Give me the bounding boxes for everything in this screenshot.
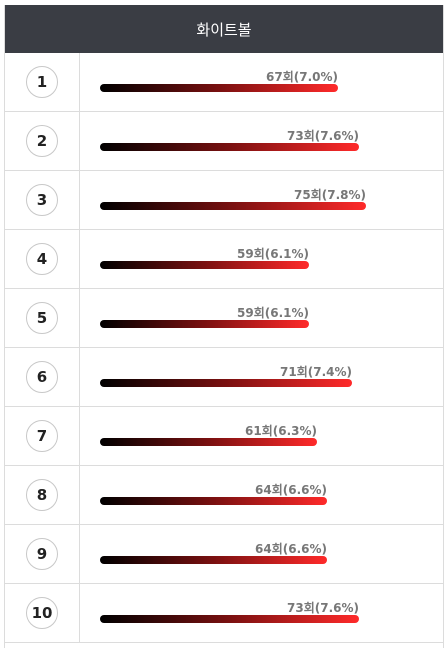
bar-cell: 71회(7.4%): [80, 348, 443, 406]
ball-number: 3: [26, 184, 58, 216]
ball-number-cell: 5: [5, 289, 80, 347]
frequency-bar: [100, 202, 366, 210]
bar-group: 64회(6.6%): [100, 525, 327, 583]
ball-number-cell: 3: [5, 171, 80, 229]
frequency-label: 61회(6.3%): [245, 424, 317, 438]
ball-number-cell: 9: [5, 525, 80, 583]
frequency-label: 73회(7.6%): [287, 601, 359, 615]
bar-group: 61회(6.3%): [100, 407, 317, 465]
header-title: 화이트볼: [196, 20, 252, 39]
bar-cell: 75회(7.8%): [80, 171, 443, 229]
table-row: 3 75회(7.8%): [5, 171, 443, 230]
bar-cell: 67회(7.0%): [80, 53, 443, 111]
frequency-bar: [100, 143, 359, 151]
bar-cell: 64회(6.6%): [80, 525, 443, 583]
ball-number-cell: 6: [5, 348, 80, 406]
ball-number: 2: [26, 125, 58, 157]
frequency-bar: [100, 556, 327, 564]
frequency-bar: [100, 438, 317, 446]
bar-cell: 73회(7.6%): [80, 584, 443, 642]
bar-cell: 61회(6.3%): [80, 407, 443, 465]
ball-number-cell: 7: [5, 407, 80, 465]
ball-number-cell: 4: [5, 230, 80, 288]
frequency-bar: [100, 84, 338, 92]
table-header: 화이트볼: [5, 5, 443, 53]
ball-number-cell: 8: [5, 466, 80, 524]
frequency-bar: [100, 320, 309, 328]
ball-number-cell: 10: [5, 584, 80, 642]
ball-number-cell: 1: [5, 53, 80, 111]
frequency-label: 64회(6.6%): [255, 483, 327, 497]
table-row: 6 71회(7.4%): [5, 348, 443, 407]
table-row: 9 64회(6.6%): [5, 525, 443, 584]
bar-group: 73회(7.6%): [100, 584, 359, 642]
frequency-rows: 1 67회(7.0%) 2 73회(7.6%) 3 75회(7.8%) 4 59회(6.1%)…: [5, 53, 443, 643]
table-row: 2 73회(7.6%): [5, 112, 443, 171]
frequency-bar: [100, 379, 352, 387]
bar-cell: 59회(6.1%): [80, 289, 443, 347]
frequency-label: 67회(7.0%): [266, 70, 338, 84]
ball-number: 8: [26, 479, 58, 511]
bar-cell: 73회(7.6%): [80, 112, 443, 170]
ball-number: 1: [26, 66, 58, 98]
frequency-label: 71회(7.4%): [280, 365, 352, 379]
bar-group: 59회(6.1%): [100, 289, 309, 347]
ball-number: 7: [26, 420, 58, 452]
bar-cell: 64회(6.6%): [80, 466, 443, 524]
frequency-label: 59회(6.1%): [237, 306, 309, 320]
bar-group: 59회(6.1%): [100, 230, 309, 288]
frequency-bar: [100, 261, 309, 269]
ball-number: 6: [26, 361, 58, 393]
bar-group: 75회(7.8%): [100, 171, 366, 229]
ball-number-cell: 2: [5, 112, 80, 170]
table-row: 7 61회(6.3%): [5, 407, 443, 466]
bar-cell: 59회(6.1%): [80, 230, 443, 288]
frequency-label: 64회(6.6%): [255, 542, 327, 556]
ball-number: 4: [26, 243, 58, 275]
bar-group: 64회(6.6%): [100, 466, 327, 524]
table-row: 1 67회(7.0%): [5, 53, 443, 112]
frequency-bar: [100, 615, 359, 623]
bar-group: 71회(7.4%): [100, 348, 352, 406]
table-row: 8 64회(6.6%): [5, 466, 443, 525]
bar-group: 67회(7.0%): [100, 53, 338, 111]
white-ball-frequency-table: 화이트볼 1 67회(7.0%) 2 73회(7.6%) 3 75회(7.8%) 4 59회(…: [4, 5, 444, 648]
frequency-label: 59회(6.1%): [237, 247, 309, 261]
ball-number: 5: [26, 302, 58, 334]
frequency-label: 73회(7.6%): [287, 129, 359, 143]
frequency-label: 75회(7.8%): [294, 188, 366, 202]
table-row: 5 59회(6.1%): [5, 289, 443, 348]
table-row: 10 73회(7.6%): [5, 584, 443, 643]
bar-group: 73회(7.6%): [100, 112, 359, 170]
table-row: 4 59회(6.1%): [5, 230, 443, 289]
ball-number: 9: [26, 538, 58, 570]
ball-number: 10: [26, 597, 58, 629]
frequency-bar: [100, 497, 327, 505]
